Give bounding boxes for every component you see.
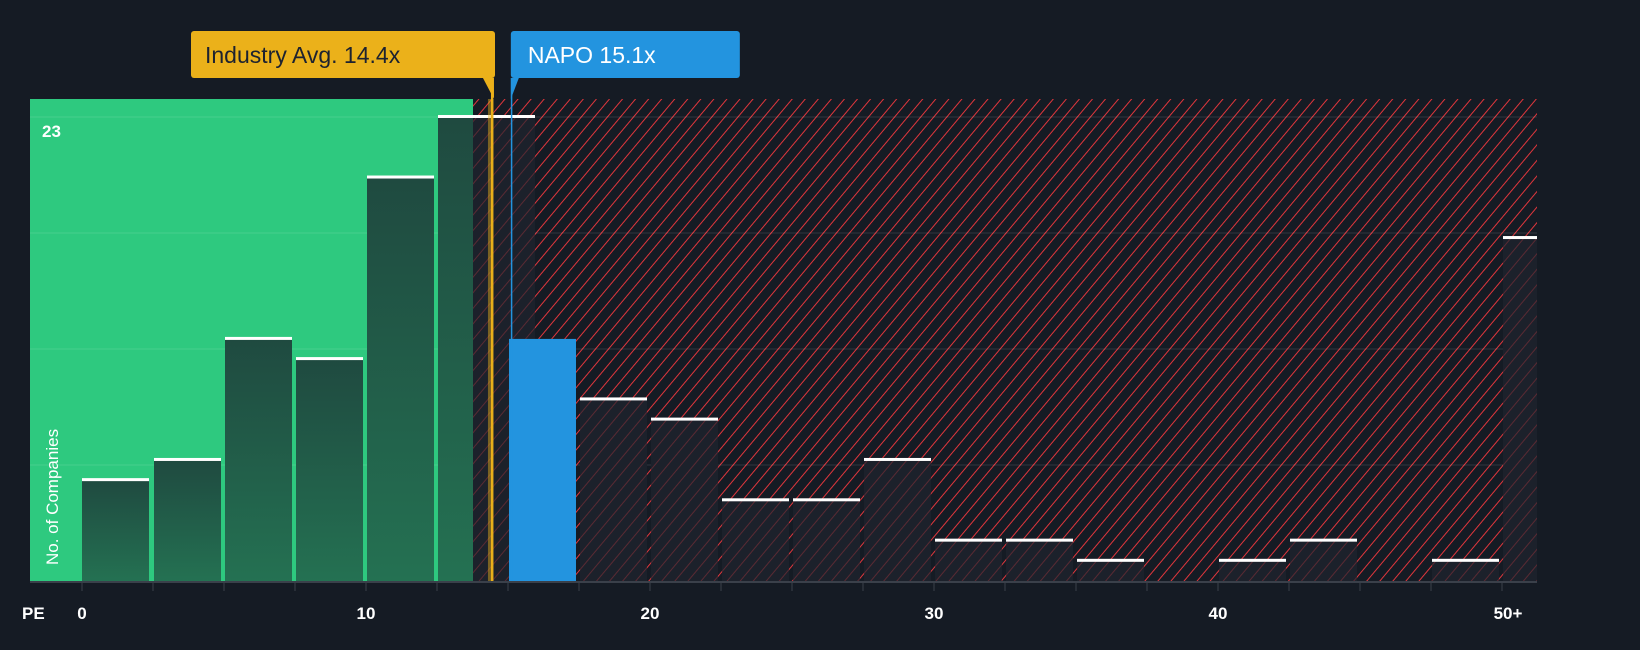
bar-top-marker xyxy=(1006,538,1073,542)
histogram-bar xyxy=(154,459,221,581)
bar-top-marker xyxy=(722,498,789,502)
histogram-bar-segment xyxy=(438,117,473,581)
bar-top-marker xyxy=(367,175,434,179)
bar-top-marker xyxy=(651,417,718,421)
bar-top-marker xyxy=(935,538,1002,542)
industry-avg-marker xyxy=(490,78,493,581)
x-tick-label: 30 xyxy=(925,604,944,623)
histogram-bar xyxy=(864,459,931,581)
bar-top-marker xyxy=(225,336,292,340)
bar-top-marker xyxy=(1219,558,1286,562)
company-marker-line xyxy=(510,78,513,581)
histogram-bar xyxy=(367,177,434,582)
x-tick-label: 10 xyxy=(357,604,376,623)
y-axis-label: No. of Companies xyxy=(43,429,62,565)
histogram-bar xyxy=(82,480,149,581)
bar-top-marker xyxy=(793,498,860,502)
histogram-bar xyxy=(296,359,363,581)
histogram-bar xyxy=(1219,560,1286,581)
company-pointer xyxy=(510,78,519,99)
x-tick-label: 40 xyxy=(1209,604,1228,623)
bar-top-marker xyxy=(1290,538,1357,542)
bar-top-marker xyxy=(580,397,647,401)
industry-avg-label: Industry Avg. 14.4x xyxy=(205,42,401,68)
industry-avg-callout xyxy=(191,31,495,78)
histogram-bar xyxy=(935,540,1002,581)
bar-top-marker xyxy=(296,357,363,361)
y-max-label: 23 xyxy=(42,122,61,141)
histogram-bar xyxy=(1006,540,1073,581)
bar-top-marker xyxy=(1432,558,1499,562)
histogram-bar xyxy=(793,500,860,581)
x-tick-label: 50+ xyxy=(1494,604,1523,623)
histogram-bar xyxy=(651,419,718,581)
histogram-bar xyxy=(509,338,576,581)
histogram-bar xyxy=(1290,540,1357,581)
company-callout xyxy=(510,31,740,78)
bar-top-marker xyxy=(82,478,149,482)
histogram-bar xyxy=(1503,238,1537,582)
bar-top-marker xyxy=(864,457,931,461)
bar-top-marker xyxy=(1077,558,1144,562)
histogram-bar xyxy=(1432,560,1499,581)
overvalued-region xyxy=(473,99,1537,581)
x-tick-label: 20 xyxy=(641,604,660,623)
x-axis-label: PE xyxy=(22,604,45,623)
bar-top-marker xyxy=(438,115,535,118)
histogram-bar xyxy=(1077,560,1144,581)
histogram-bar xyxy=(722,500,789,581)
bar-top-marker xyxy=(154,457,221,461)
bar-top-marker xyxy=(1503,236,1537,240)
histogram-bar xyxy=(580,399,647,581)
x-tick-label: 0 xyxy=(77,604,86,623)
company-label: NAPO 15.1x xyxy=(528,42,656,68)
histogram-bar xyxy=(225,338,292,581)
